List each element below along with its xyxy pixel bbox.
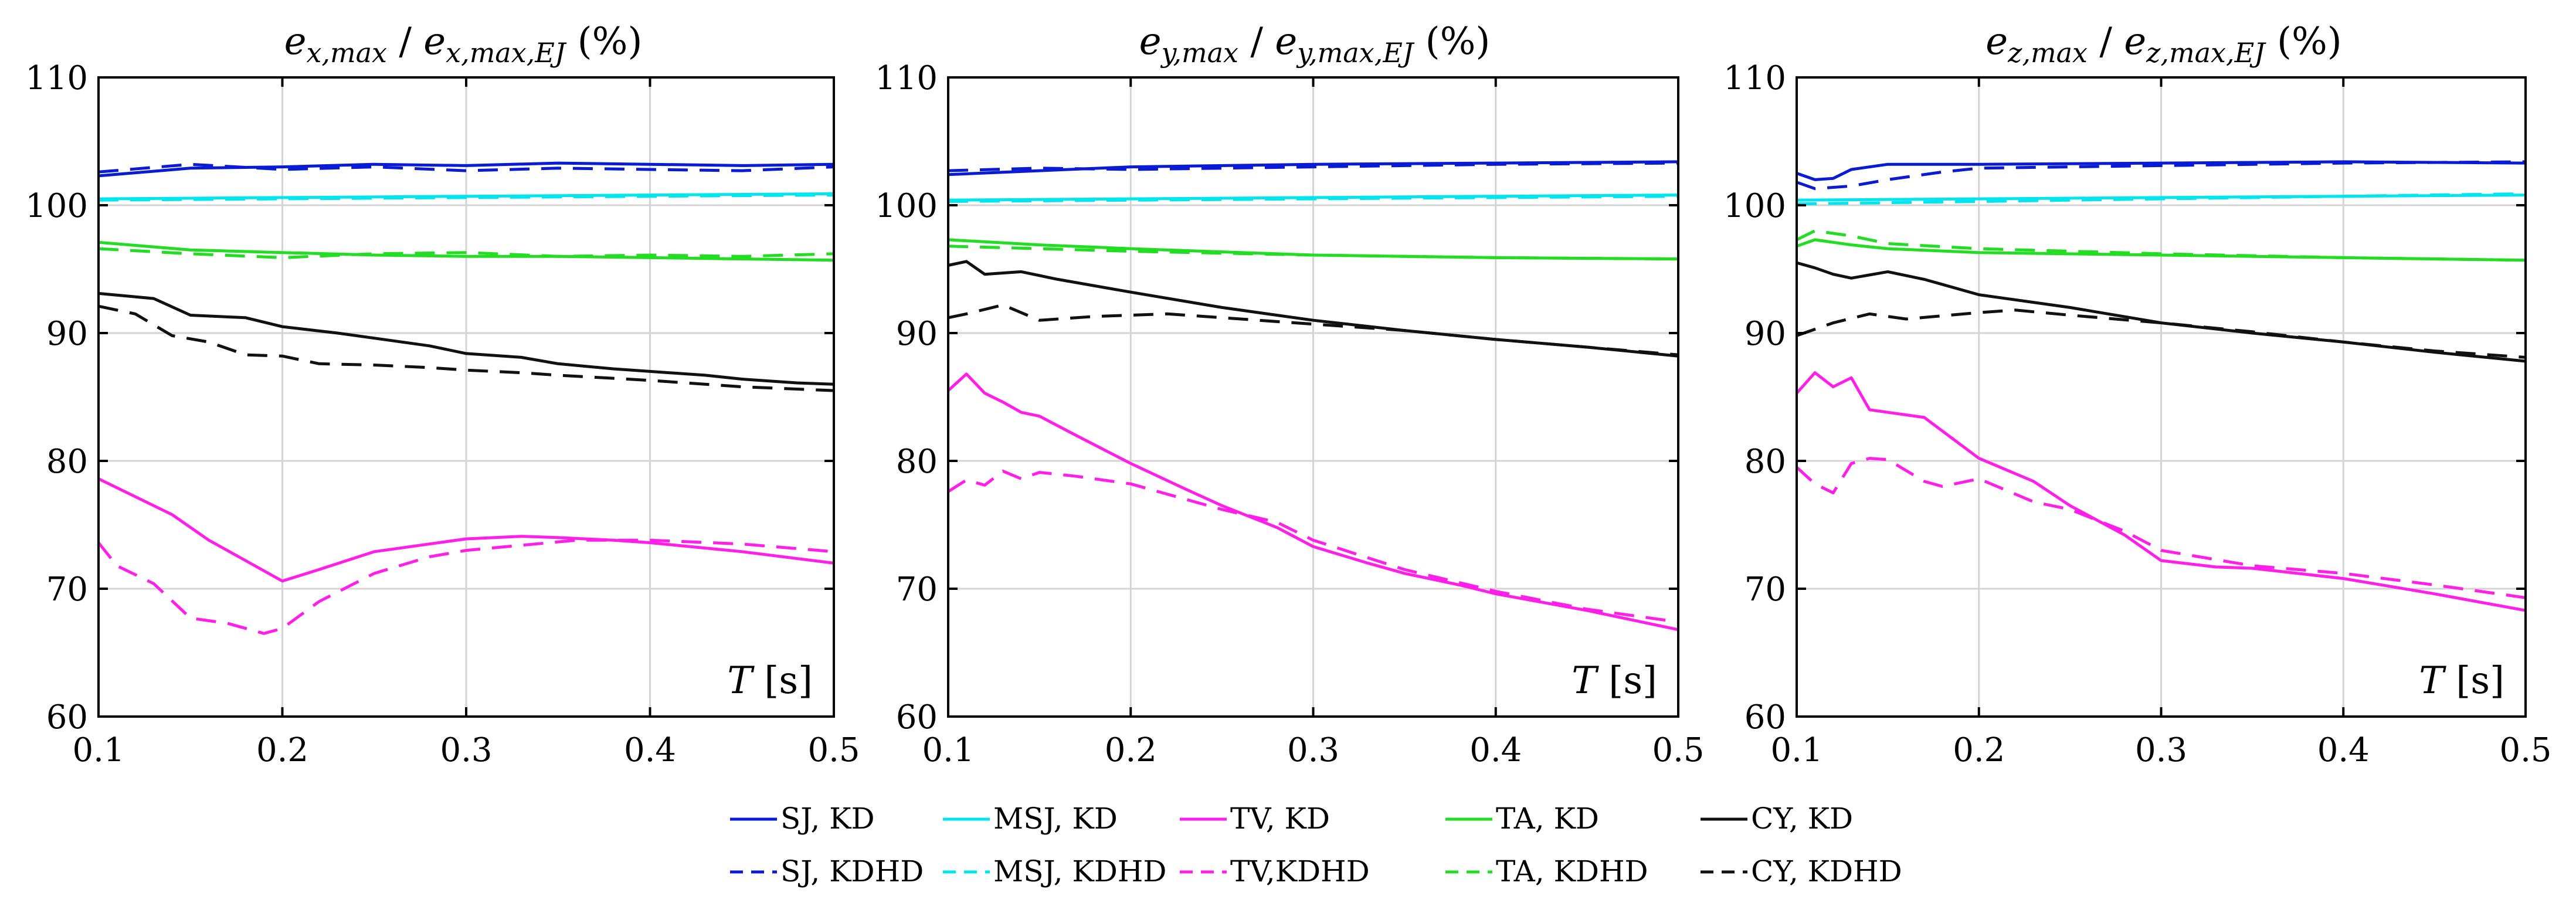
- series-line-sj-kdhd: [1796, 160, 2526, 191]
- y-tick-label: 110: [25, 59, 88, 97]
- x-tick-label: 0.2: [256, 731, 308, 769]
- y-tick-label: 90: [46, 315, 88, 353]
- chart-panel-1: 0.1 0.2 0.3 0.4 0.5 60 70 80 90 100 110 ex,max / ex…: [25, 20, 860, 769]
- series-line-cy-kdhd: [98, 304, 834, 392]
- series-line-msj-kdhd: [948, 195, 1679, 203]
- series-line-sj-kd: [1796, 160, 2526, 181]
- series-line-cy-kd: [948, 260, 1679, 358]
- series-line-msj-kdhd: [1796, 192, 2526, 206]
- chart-title: ez,max / ez,max,EJ (%): [1986, 20, 2341, 69]
- y-tick-label: 60: [896, 698, 938, 736]
- series-line-ta-kdhd: [948, 245, 1679, 261]
- legend-label: SJ, KDHD: [780, 854, 924, 888]
- y-tick-label: 70: [46, 571, 88, 609]
- x-tick-label: 0.3: [2135, 731, 2187, 769]
- x-tick-label: 0.1: [1770, 731, 1822, 769]
- series-line-tv-kdhd: [947, 469, 1679, 624]
- y-tick-label: 110: [1723, 59, 1786, 97]
- legend-item-ta-kd: TA, KD: [1445, 802, 1599, 836]
- legend-item-cy-kd: CY, KD: [1701, 802, 1853, 836]
- series-line-sj-kdhd: [948, 161, 1679, 172]
- legend-item-ta-kdhd: TA, KDHD: [1445, 854, 1648, 888]
- series-line-ta-kdhd: [1796, 229, 2526, 262]
- series-line-tv-kd: [947, 372, 1679, 632]
- legend-label: CY, KD: [1751, 802, 1853, 836]
- y-tick-label: 100: [875, 187, 938, 225]
- x-axis-label: T [s]: [727, 659, 813, 702]
- chart-title: ex,max / ex,max,EJ (%): [284, 20, 643, 69]
- legend-label: TV,KDHD: [1230, 854, 1370, 888]
- series-line-ta-kdhd: [98, 247, 834, 259]
- y-tick-label: 70: [896, 571, 938, 609]
- series-line-sj-kd: [98, 161, 834, 178]
- x-tick-label: 0.3: [1287, 731, 1339, 769]
- chart-title: ey,max / ey,max,EJ (%): [1139, 20, 1491, 69]
- series-line-tv-kdhd: [1796, 457, 2526, 599]
- legend-item-sj-kdhd: SJ, KDHD: [730, 854, 924, 888]
- legend-label: SJ, KD: [780, 802, 875, 836]
- x-tick-label: 0.1: [72, 731, 124, 769]
- y-tick-label: 90: [1745, 315, 1786, 353]
- x-tick-label: 0.5: [2499, 731, 2551, 769]
- x-tick-label: 0.4: [1469, 731, 1522, 769]
- x-tick-label: 0.5: [807, 731, 860, 769]
- legend-label: TV, KD: [1230, 802, 1330, 836]
- y-tick-label: 80: [1745, 443, 1786, 481]
- chart-panel-3: 0.1 0.2 0.3 0.4 0.5 60 70 80 90 100 110 ez,max / ez…: [1723, 20, 2551, 769]
- legend-item-tv-kd: TV, KD: [1180, 802, 1330, 836]
- x-tick-label: 0.5: [1652, 731, 1704, 769]
- y-tick-label: 80: [896, 443, 938, 481]
- y-tick-label: 80: [46, 443, 88, 481]
- series-line-tv-kdhd: [97, 538, 834, 635]
- legend-item-cy-kdhd: CY, KDHD: [1701, 854, 1902, 888]
- legend-label: TA, KDHD: [1496, 854, 1648, 888]
- legend-item-msj-kd: MSJ, KD: [943, 802, 1118, 836]
- y-tick-label: 60: [46, 698, 88, 736]
- x-axis-label: T [s]: [1572, 659, 1657, 702]
- x-tick-label: 0.3: [440, 731, 492, 769]
- y-tick-label: 100: [25, 187, 88, 225]
- y-tick-label: 110: [875, 59, 938, 97]
- legend: SJ, KD MSJ, KD TV, KD TA, KD CY, KD SJ, KDHD M…: [730, 802, 1902, 888]
- y-tick-label: 60: [1745, 698, 1786, 736]
- chart-panel-2: 0.1 0.2 0.3 0.4 0.5 60 70 80 90 100 110 ey,max / ey…: [875, 20, 1704, 769]
- x-axis-label: T [s]: [2419, 659, 2504, 702]
- series-line-ta-kd: [98, 240, 834, 262]
- series-line-sj-kdhd: [98, 162, 834, 174]
- x-tick-label: 0.1: [922, 731, 974, 769]
- legend-item-tv-kdhd: TV,KDHD: [1180, 854, 1370, 888]
- series-line-tv-kd: [1796, 371, 2526, 612]
- series-line-msj-kdhd: [98, 194, 834, 202]
- legend-label: MSJ, KD: [993, 802, 1118, 836]
- legend-item-msj-kdhd: MSJ, KDHD: [943, 854, 1166, 888]
- legend-label: TA, KD: [1496, 802, 1599, 836]
- legend-label: MSJ, KDHD: [993, 854, 1166, 888]
- x-tick-label: 0.4: [2317, 731, 2370, 769]
- series-line-cy-kdhd: [1796, 308, 2526, 359]
- x-tick-label: 0.2: [1105, 731, 1157, 769]
- x-tick-label: 0.2: [1953, 731, 2005, 769]
- series-line-cy-kd: [98, 291, 834, 386]
- y-tick-label: 70: [1745, 571, 1786, 609]
- series-line-cy-kdhd: [948, 303, 1679, 357]
- y-tick-label: 90: [896, 315, 938, 353]
- legend-label: CY, KDHD: [1751, 854, 1902, 888]
- legend-item-sj-kd: SJ, KD: [730, 802, 875, 836]
- y-tick-label: 100: [1723, 187, 1786, 225]
- x-tick-label: 0.4: [624, 731, 676, 769]
